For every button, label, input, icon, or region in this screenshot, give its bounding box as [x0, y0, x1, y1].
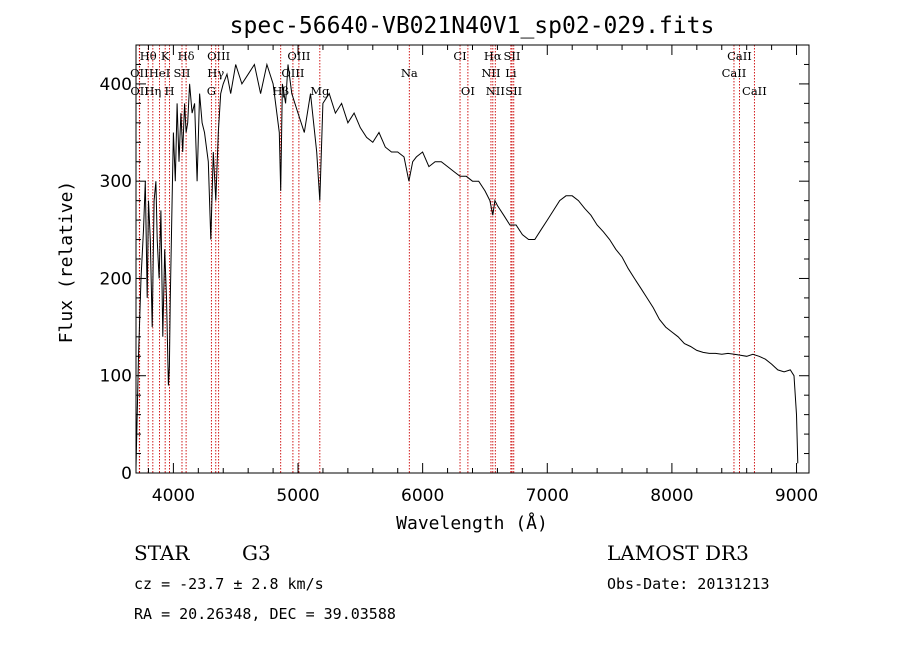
obs-date: Obs-Date: 20131213 [607, 575, 770, 593]
x-tick-label: 5000 [276, 486, 319, 506]
line-marker-label: Hγ [207, 66, 224, 80]
redshift-readout: cz = -23.7 ± 2.8 km/s [134, 575, 324, 593]
line-marker-label: K [161, 49, 170, 63]
line-marker-label: HeI [149, 66, 170, 80]
object-subclass: G3 [242, 541, 271, 565]
line-marker-label: CaII [727, 49, 752, 63]
line-marker-label: Hδ [178, 49, 195, 63]
line-marker-label: OI [461, 84, 475, 98]
line-marker-label: Mg [310, 84, 330, 98]
line-marker-label: CaII [742, 84, 767, 98]
x-tick-label: 6000 [401, 486, 444, 506]
line-markers [138, 45, 755, 473]
line-marker-label: Hα [484, 49, 502, 63]
line-marker-label: Hβ [272, 84, 289, 98]
spectrum-line [135, 62, 799, 469]
line-marker-label: SII [174, 66, 191, 80]
x-tick-label: 4000 [152, 486, 195, 506]
line-marker-label: G [207, 84, 216, 98]
line-marker-label: H [165, 84, 175, 98]
line-marker-label: CI [453, 49, 466, 63]
x-tick-label: 8000 [650, 486, 693, 506]
y-tick-label: 300 [100, 172, 132, 192]
chart-title: spec-56640-VB021N40V1_sp02-029.fits [230, 13, 715, 39]
line-marker-label: Hη [144, 84, 161, 98]
line-marker-label: OII [130, 66, 149, 80]
line-marker-label: OIII [207, 49, 230, 63]
survey-name: LAMOST DR3 [607, 541, 749, 565]
x-tick-label: 9000 [775, 486, 818, 506]
line-marker-label: Hθ [140, 49, 157, 63]
y-tick-label: 100 [100, 367, 132, 387]
y-tick-label: 200 [100, 269, 132, 289]
coordinates: RA = 20.26348, DEC = 39.03588 [134, 605, 396, 623]
y-axis-label: Flux (relative) [56, 181, 77, 344]
axis-ticks: 4000 5000 6000 7000 8000 9000 0 100 200 300 400 [100, 44, 818, 506]
line-marker-label: Li [505, 66, 517, 80]
line-marker-label: OIII [281, 66, 304, 80]
object-class: STAR [134, 541, 190, 565]
line-marker-label: OIII [287, 49, 310, 63]
plot-frame [135, 44, 810, 474]
x-tick-label: 7000 [526, 486, 569, 506]
line-marker-label: SII [504, 49, 521, 63]
y-tick-label: 0 [121, 464, 132, 484]
line-marker-label: CaII [722, 66, 747, 80]
line-marker-label: NII [481, 66, 500, 80]
line-marker-label: Na [401, 66, 418, 80]
line-marker-label: OII [130, 84, 149, 98]
y-tick-label: 400 [100, 75, 132, 95]
x-axis-label: Wavelength (Å) [396, 512, 548, 534]
line-marker-label: SII [505, 84, 522, 98]
line-marker-label: NII [486, 84, 505, 98]
